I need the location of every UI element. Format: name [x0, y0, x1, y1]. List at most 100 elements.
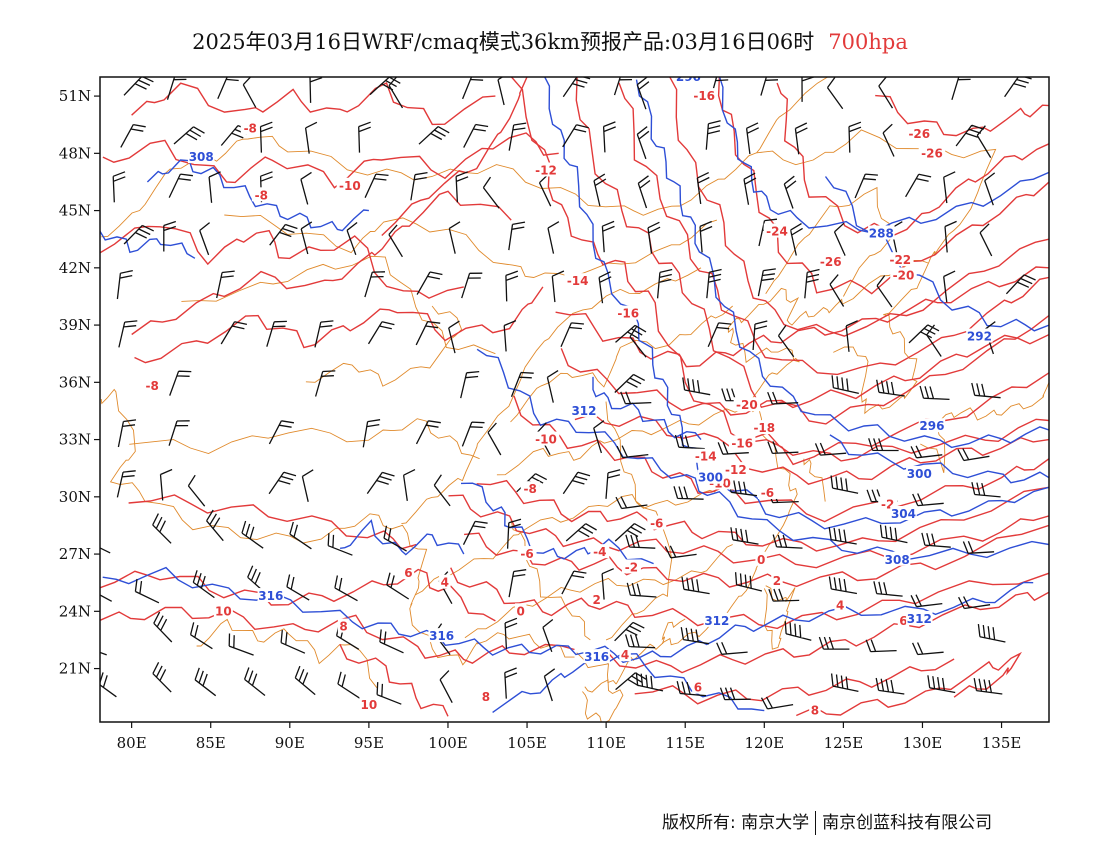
temperature-label: -4 [593, 545, 606, 559]
wind-barb [416, 271, 443, 295]
temperature-label: -8 [146, 379, 159, 393]
temperature-label-bg [142, 378, 162, 393]
wind-barb [448, 320, 460, 354]
wind-barb [463, 123, 489, 148]
pressure-level-label: 700hpa [828, 30, 908, 54]
temperature-contour [608, 591, 1049, 674]
temperature-label-bg [532, 162, 560, 177]
wind-barb [876, 379, 905, 397]
wind-barb [616, 445, 649, 459]
copyright-owner: 版权所有: 南京大学 [662, 813, 810, 833]
height-label-bg [675, 77, 702, 83]
temperature-label: 10 [361, 698, 378, 712]
boundary-line [920, 382, 1049, 474]
temperature-label: -24 [766, 225, 788, 239]
wind-barb [116, 269, 133, 300]
temperature-contour [450, 567, 1049, 630]
wind-barb [376, 682, 402, 705]
wind-barb [189, 622, 213, 650]
height-label-bg [906, 610, 933, 625]
temperature-label: 2 [773, 574, 781, 588]
wind-barb [460, 370, 480, 399]
temperature-label-bg [564, 273, 591, 288]
temperature-label: -10 [339, 179, 361, 193]
wind-barb [173, 126, 205, 145]
lat-tick-label: 51N [59, 87, 91, 105]
wind-barb [268, 420, 295, 445]
title-main: 2025年03月16日WRF/cmaq模式36km预报产品:03月16日06时 [192, 30, 815, 54]
wind-barb [386, 572, 410, 600]
temperature-label: 0 [757, 553, 765, 567]
temperature-label: -12 [535, 164, 557, 178]
wind-barb [955, 124, 985, 147]
height-label-bg [257, 588, 285, 603]
wind-barb [598, 271, 612, 304]
temperature-contour [574, 413, 1049, 462]
wind-barb [777, 325, 795, 358]
wind-barb [366, 471, 395, 494]
wind-barb [551, 270, 565, 303]
wind-barb [647, 221, 661, 254]
temperature-label-bg [337, 618, 350, 633]
wind-barb [865, 639, 897, 653]
wind-barb [346, 221, 358, 256]
temperature-contour [339, 643, 449, 717]
map-frame-border [99, 76, 1050, 723]
wind-barb [169, 370, 192, 396]
temperature-label-bg [692, 448, 720, 463]
wind-barb [379, 629, 404, 654]
wind-barb [767, 391, 799, 405]
height-label: 300 [698, 471, 723, 485]
wind-barb [168, 420, 190, 446]
temperature-label: 0 [517, 604, 525, 618]
height-label: 304 [891, 507, 916, 521]
temperature-label: -10 [535, 433, 557, 447]
wind-barb [629, 325, 647, 358]
wind-barb [505, 270, 519, 302]
height-label-bg [906, 465, 933, 480]
height-contour [460, 482, 654, 565]
wind-barb [706, 268, 722, 299]
height-label-bg [890, 505, 917, 520]
wind-barb [614, 373, 646, 393]
wind-barb [168, 173, 193, 198]
height-contour [340, 519, 465, 556]
temperature-label: -20 [736, 398, 758, 412]
wind-barb [504, 617, 518, 649]
lat-tick-label: 21N [59, 660, 91, 678]
wind-barb [625, 534, 656, 549]
boundary-line [464, 544, 733, 639]
wind-barb [635, 672, 664, 692]
lon-tick-label: 85E [196, 734, 226, 752]
lat-tick-label: 27N [59, 545, 91, 563]
temperature-label-bg [887, 252, 914, 267]
wind-barb [562, 124, 589, 148]
wind-barb [433, 474, 451, 507]
height-label: 316 [429, 629, 454, 643]
wind-barb [919, 385, 950, 401]
wind-barb [716, 642, 748, 655]
wind-barb [300, 221, 313, 255]
wind-barb [228, 633, 254, 656]
temperature-label: 4 [836, 599, 844, 613]
wind-barb [367, 321, 395, 345]
wind-barb [462, 520, 488, 545]
wind-barb [309, 77, 323, 103]
wind-barb [510, 371, 534, 397]
boundary-line [414, 477, 733, 596]
wind-barb [730, 527, 759, 545]
wind-barb [943, 270, 956, 303]
wind-barb [369, 77, 401, 96]
temperature-contour [634, 658, 955, 705]
wind-barb [882, 123, 895, 157]
wind-barb [439, 670, 453, 704]
height-label-bg [868, 225, 895, 240]
wind-barb [187, 474, 206, 507]
wind-barb [334, 575, 358, 602]
temperature-label-bg [402, 565, 415, 580]
temperature-label-bg [619, 647, 631, 662]
wind-barb [829, 274, 845, 307]
temperature-contour [100, 606, 575, 664]
height-label-bg [918, 418, 946, 433]
wind-barb [565, 523, 597, 542]
